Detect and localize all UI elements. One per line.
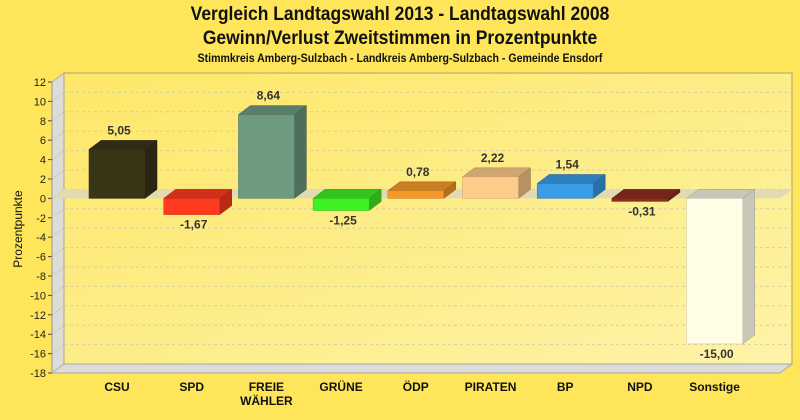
bar-sonstige: -15,00 Sonstige <box>685 188 756 394</box>
bar-front <box>312 198 370 211</box>
gridline-wall <box>51 266 65 277</box>
bar-piraten: 2,22 PIRATEN <box>461 151 532 394</box>
data-label: 1,54 <box>556 157 580 171</box>
y-tick-label: -14 <box>30 329 46 341</box>
bar-top <box>536 174 606 184</box>
y-tick-label: -18 <box>30 368 46 380</box>
y-tick-label: -8 <box>36 271 46 283</box>
bar-front <box>88 149 146 199</box>
data-label: -0,31 <box>628 204 656 218</box>
y-tick-label: 12 <box>34 77 46 89</box>
data-label: 8,64 <box>257 89 281 103</box>
bar-grüne: -1,25 GRÜNE <box>312 188 382 394</box>
x-tick-label: WÄHLER <box>240 393 293 408</box>
bar-npd: -0,31 NPD <box>611 188 681 394</box>
bar-side <box>742 188 755 345</box>
gridline-wall <box>51 363 65 374</box>
gridline-wall <box>51 169 65 180</box>
x-tick-label: ÖDP <box>403 379 429 394</box>
gridline-wall <box>51 130 65 141</box>
gridline-wall <box>51 111 65 122</box>
bar-top <box>387 181 457 192</box>
bar-front <box>536 183 594 199</box>
y-tick-label: 2 <box>40 174 46 186</box>
gridline-wall <box>51 285 65 296</box>
gridline-wall <box>51 227 65 238</box>
chart-subtitle: Gewinn/Verlust Zweitstimmen in Prozentpu… <box>202 28 598 49</box>
bar-bp: 1,54 BP <box>536 157 606 394</box>
chart-subtitle-region: Stimmkreis Amberg-Sulzbach - Landkreis A… <box>197 53 603 65</box>
bar-top <box>162 189 233 199</box>
x-tick-label: GRÜNE <box>319 379 362 394</box>
y-tick-label: 6 <box>40 135 46 147</box>
x-tick-label: CSU <box>104 380 129 394</box>
y-tick-label: -2 <box>36 213 46 225</box>
bar-csu: 5,05 CSU <box>88 123 158 394</box>
y-tick-label: 10 <box>34 96 46 108</box>
bar-side <box>144 139 158 199</box>
x-tick-label: BP <box>557 380 574 394</box>
data-label: -15,00 <box>700 347 734 361</box>
x-tick-label: NPD <box>627 380 653 394</box>
bar-top <box>88 140 158 150</box>
y-tick-label: -16 <box>30 349 46 361</box>
bar-side <box>294 105 307 199</box>
y-tick-label: -6 <box>36 252 46 264</box>
x-tick-label: SPD <box>179 380 204 394</box>
bar-front <box>462 176 519 199</box>
gridline-wall <box>51 324 65 335</box>
bar-top <box>685 189 756 199</box>
bar-top <box>312 189 382 199</box>
y-tick-label: -12 <box>30 310 46 322</box>
data-label: -1,67 <box>180 218 208 232</box>
gridline-wall <box>51 305 65 316</box>
chart-title: Vergleich Landtagswahl 2013 - Landtagswa… <box>190 4 610 25</box>
x-tick-label: Sonstige <box>689 380 740 394</box>
gridline-wall <box>51 72 65 83</box>
x-tick-label: FREIE <box>249 380 284 394</box>
data-label: -1,25 <box>329 214 357 228</box>
bar-top <box>461 167 532 178</box>
plot-left-wall <box>51 72 65 374</box>
data-label: 5,05 <box>107 123 131 137</box>
y-tick-label: 4 <box>40 155 46 167</box>
gridline-wall <box>51 150 65 161</box>
bar-front <box>163 198 220 215</box>
gridline-wall <box>51 92 65 102</box>
bar-front <box>238 114 295 199</box>
y-tick-label: 8 <box>40 116 46 128</box>
bar-spd: -1,67 SPD <box>162 188 233 394</box>
x-tick-label: PIRATEN <box>465 380 517 394</box>
data-label: 0,78 <box>406 165 430 179</box>
bar-front <box>387 190 445 199</box>
gridline-wall <box>51 247 65 258</box>
bar-front <box>686 198 743 345</box>
bar-top <box>611 189 681 199</box>
gridline-wall <box>51 208 65 219</box>
bar-top <box>237 105 308 115</box>
bar-front <box>611 198 669 202</box>
y-tick-label: -4 <box>36 232 46 244</box>
y-tick-label: 0 <box>40 193 46 205</box>
bar-ödp: 0,78 ÖDP <box>387 165 457 394</box>
y-tick-label: -10 <box>30 290 46 302</box>
plot-floor <box>50 363 794 374</box>
data-label: 2,22 <box>481 151 505 165</box>
gridline-wall <box>51 344 65 355</box>
plot-back-wall <box>63 72 793 365</box>
